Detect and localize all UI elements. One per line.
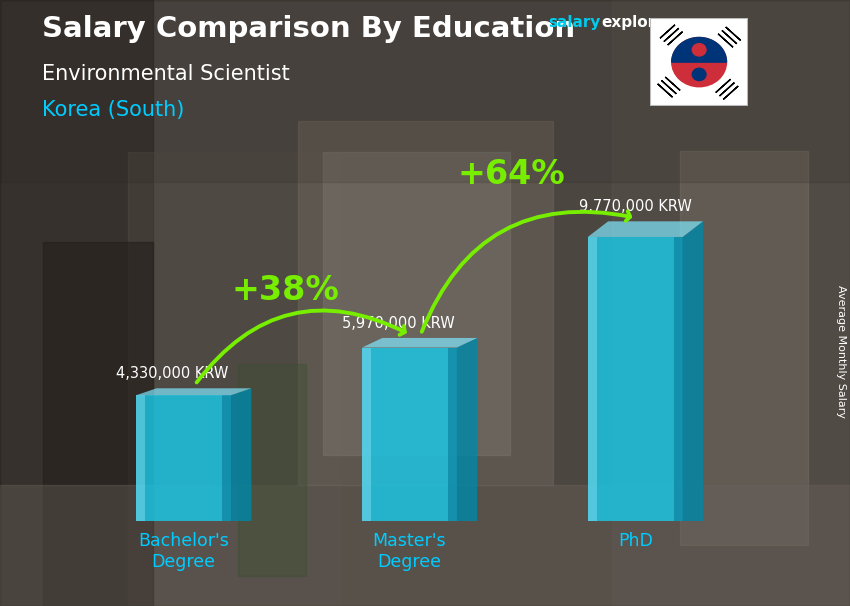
Bar xyxy=(128,152,340,606)
Text: +38%: +38% xyxy=(231,274,339,307)
Polygon shape xyxy=(723,86,738,99)
Polygon shape xyxy=(726,27,740,41)
Text: .com: .com xyxy=(665,15,706,30)
Polygon shape xyxy=(661,81,677,94)
Text: explorer: explorer xyxy=(602,15,674,30)
Circle shape xyxy=(692,44,706,56)
Polygon shape xyxy=(588,237,683,521)
Text: 4,330,000 KRW: 4,330,000 KRW xyxy=(116,366,229,381)
Bar xyxy=(42,242,153,606)
Polygon shape xyxy=(588,237,597,521)
Polygon shape xyxy=(718,34,733,47)
Polygon shape xyxy=(362,338,477,347)
Polygon shape xyxy=(136,395,231,521)
Circle shape xyxy=(692,68,706,81)
Polygon shape xyxy=(222,395,231,521)
Bar xyxy=(0,485,850,606)
Polygon shape xyxy=(672,38,727,62)
Circle shape xyxy=(672,38,727,87)
Text: Salary Comparison By Education: Salary Comparison By Education xyxy=(42,15,575,43)
Text: 9,770,000 KRW: 9,770,000 KRW xyxy=(579,199,692,214)
Bar xyxy=(680,152,807,545)
Polygon shape xyxy=(716,79,730,93)
Bar xyxy=(0,0,850,182)
Polygon shape xyxy=(136,388,252,395)
Polygon shape xyxy=(664,28,679,42)
Bar xyxy=(612,0,850,606)
Text: Korea (South): Korea (South) xyxy=(42,100,184,120)
Polygon shape xyxy=(136,395,145,521)
Polygon shape xyxy=(658,84,672,97)
Polygon shape xyxy=(456,338,477,521)
Polygon shape xyxy=(362,347,456,521)
Polygon shape xyxy=(231,388,252,521)
Text: Environmental Scientist: Environmental Scientist xyxy=(42,64,290,84)
Polygon shape xyxy=(683,221,703,521)
Polygon shape xyxy=(668,32,683,45)
Polygon shape xyxy=(722,30,737,44)
Bar xyxy=(238,364,306,576)
Text: Average Monthly Salary: Average Monthly Salary xyxy=(836,285,846,418)
Polygon shape xyxy=(673,237,683,521)
Bar xyxy=(0,0,153,606)
Polygon shape xyxy=(719,82,734,96)
Text: salary: salary xyxy=(548,15,601,30)
Polygon shape xyxy=(666,77,680,90)
Polygon shape xyxy=(588,221,703,237)
Bar xyxy=(298,121,552,485)
Polygon shape xyxy=(660,25,675,38)
Text: 5,970,000 KRW: 5,970,000 KRW xyxy=(342,316,455,331)
Bar xyxy=(323,152,510,454)
Polygon shape xyxy=(362,347,371,521)
Text: +64%: +64% xyxy=(457,158,565,190)
Polygon shape xyxy=(448,347,456,521)
